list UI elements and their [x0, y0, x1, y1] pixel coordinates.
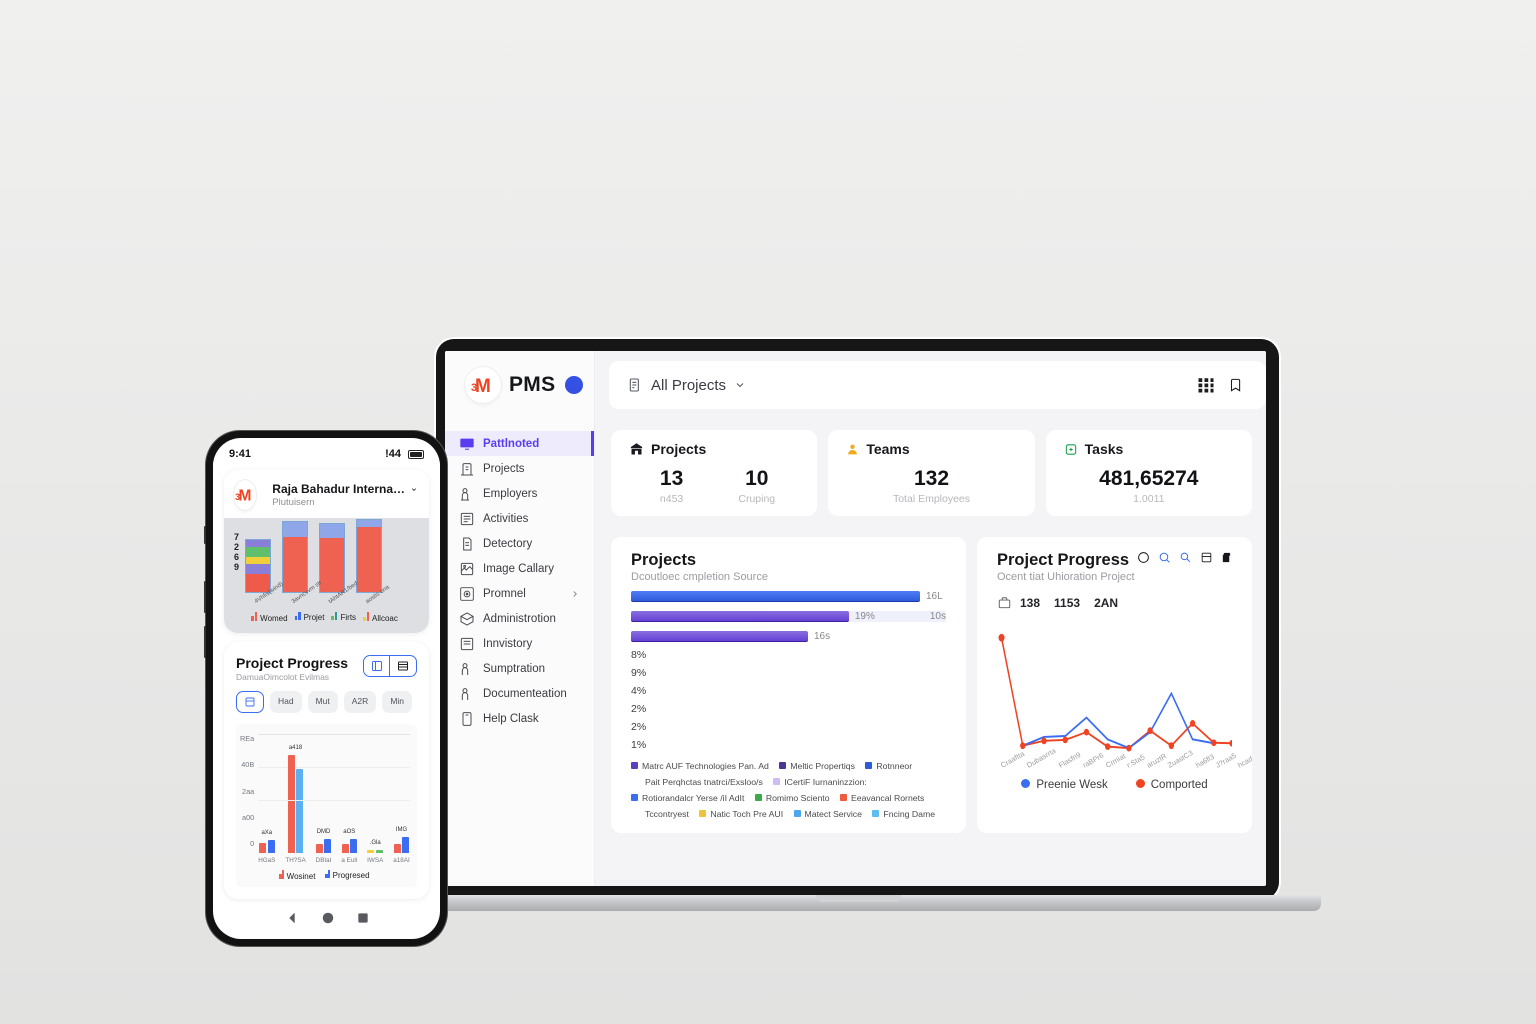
svg-text:M: M — [475, 376, 491, 396]
svg-text:M: M — [239, 488, 252, 504]
